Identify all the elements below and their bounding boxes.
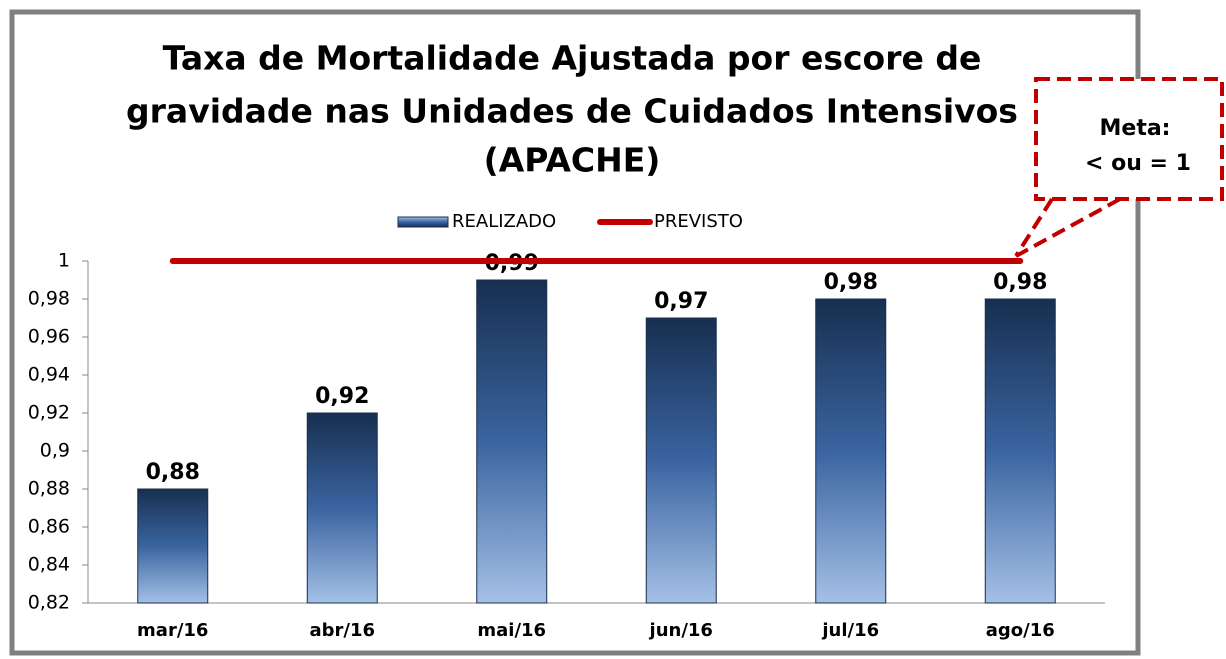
annotation-text: Meta: (1100, 116, 1171, 141)
legend-label: PREVISTO (654, 211, 743, 232)
bar (137, 488, 209, 604)
annotation-box (1034, 77, 1224, 201)
annotation-text: < ou = 1 (1085, 151, 1191, 176)
x-tick-label: mar/16 (137, 620, 208, 641)
bar (306, 412, 378, 604)
bar (645, 317, 717, 604)
y-tick-label: 0,98 (28, 288, 70, 310)
data-label: 0,98 (824, 270, 878, 295)
bar (815, 298, 887, 604)
bar (984, 298, 1056, 604)
y-tick-label: 0,9 (40, 440, 70, 462)
chart-title: (APACHE) (484, 141, 661, 180)
x-tick-label: jun/16 (649, 620, 713, 641)
annotation-pointer (1014, 197, 1054, 258)
x-tick-label: abr/16 (309, 620, 375, 641)
x-tick-label: ago/16 (986, 620, 1055, 641)
y-tick-label: 0,84 (28, 554, 70, 576)
x-tick-label: jul/16 (821, 620, 879, 641)
y-tick-label: 1 (58, 250, 70, 272)
y-tick-label: 0,86 (28, 516, 70, 538)
y-tick-label: 0,96 (28, 326, 70, 348)
legend-label: REALIZADO (452, 211, 556, 232)
data-label: 0,92 (315, 384, 369, 409)
chart-title: gravidade nas Unidades de Cuidados Inten… (126, 92, 1018, 131)
bar (476, 279, 548, 604)
y-tick-label: 0,82 (28, 592, 70, 614)
y-tick-label: 0,88 (28, 478, 70, 500)
chart-title: Taxa de Mortalidade Ajustada por escore … (163, 39, 982, 78)
data-label: 0,97 (654, 289, 708, 314)
legend-swatch (397, 216, 449, 228)
data-label: 0,88 (146, 460, 200, 485)
y-tick-label: 0,92 (28, 402, 70, 424)
data-label: 0,98 (993, 270, 1047, 295)
y-tick-label: 0,94 (28, 364, 70, 386)
x-tick-label: mai/16 (477, 620, 546, 641)
